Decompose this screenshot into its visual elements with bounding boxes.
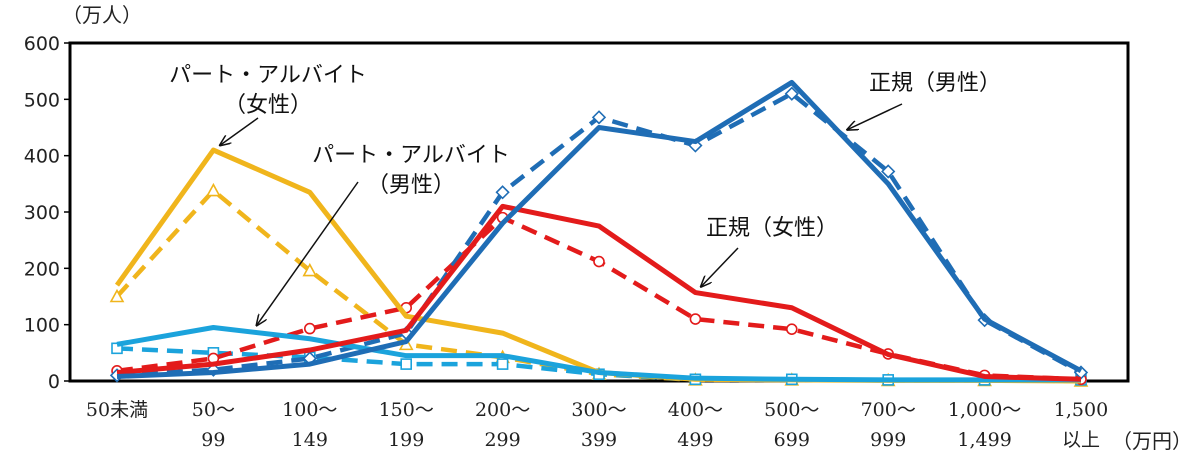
series-lines <box>109 79 1089 387</box>
annotation-text: パート・アルバイト <box>312 143 510 168</box>
y-tick-label: 0 <box>48 371 60 393</box>
series-point-diamond <box>784 86 799 101</box>
series-line <box>116 203 1082 382</box>
x-tick-label: 300～ <box>571 399 626 421</box>
x-tick-label: 50～ <box>192 399 235 421</box>
annotation-reg_f: 正規（女性） <box>701 216 838 287</box>
x-tick-label: 100～ <box>282 399 337 421</box>
x-axis-unit-label: （万円） <box>1112 429 1192 453</box>
x-tick-label-line2: 1,499 <box>957 429 1011 451</box>
x-tick-label-line2: 399 <box>581 429 617 451</box>
annotation-text: 正規（女性） <box>706 216 838 241</box>
x-tick-label-line2: 以上 <box>1062 429 1100 451</box>
series-point-circle <box>689 313 702 325</box>
x-tick-label: 700～ <box>861 399 916 421</box>
series-point-triangle <box>302 262 318 277</box>
annotation-pa_m: パート・アルバイト （男性） <box>257 143 510 325</box>
annotation-arrow <box>220 117 259 145</box>
x-tick-label: 150～ <box>379 399 434 421</box>
annotation-reg_m: 正規（男性） <box>847 71 1001 130</box>
x-tick-label: 400～ <box>668 399 723 421</box>
x-tick-label-line2: 299 <box>484 429 520 451</box>
series-6 <box>116 79 1083 379</box>
y-tick-label: 100 <box>24 315 60 337</box>
y-tick-label: 200 <box>24 258 60 280</box>
x-tick-label: 1,000～ <box>948 399 1021 421</box>
x-tick-label: 50未満 <box>86 399 148 421</box>
series-point-square <box>400 358 413 370</box>
x-axis-ticks: 50未満 50～ 99 100～ 149 150～ 199 200～ 299 300～ 399 400… <box>86 399 1108 451</box>
x-tick-label-line2: 499 <box>677 429 713 451</box>
series-point-triangle <box>109 288 125 303</box>
x-tick-label-line2: 699 <box>774 429 810 451</box>
x-tick-label-line2: 99 <box>201 429 225 451</box>
series-point-circle <box>593 255 605 268</box>
annotations: パート・アルバイト（女性）パート・アルバイト（男性）正規（女性）正規（男性） <box>169 63 1001 325</box>
series-7 <box>109 86 1089 383</box>
x-tick-label-line2: 999 <box>870 429 906 451</box>
y-axis-unit-label: （万人） <box>62 3 142 27</box>
annotation-text: （女性） <box>224 93 312 118</box>
x-tick-label-line2: 199 <box>388 429 424 451</box>
series-point-circle <box>303 322 316 335</box>
series-point-circle <box>785 323 798 335</box>
series-line <box>116 324 1081 383</box>
series-4 <box>116 203 1082 382</box>
annotation-arrow <box>701 247 739 287</box>
annotation-arrow <box>847 103 903 130</box>
series-point-diamond <box>881 164 896 179</box>
series-line <box>116 79 1083 379</box>
series-point-diamond <box>591 110 607 125</box>
series-point-triangle <box>206 182 221 197</box>
y-tick-label: 500 <box>24 89 60 111</box>
y-tick-label: 300 <box>24 202 60 224</box>
series-point-diamond <box>495 185 510 200</box>
x-tick-label: 500～ <box>764 399 819 421</box>
y-tick-label: 600 <box>24 33 60 55</box>
x-tick-label-line2: 149 <box>292 429 328 451</box>
annotation-text: パート・アルバイト <box>169 63 367 88</box>
annotation-text: （男性） <box>367 173 455 198</box>
x-tick-label: 200～ <box>475 399 530 421</box>
annotation-pa_f: パート・アルバイト （女性） <box>169 63 367 145</box>
y-tick-label: 400 <box>24 146 60 168</box>
annotation-text: 正規（男性） <box>869 71 1001 96</box>
y-axis-ticks: 0 100 200 300 400 500 600 <box>24 33 70 393</box>
series-point-square <box>496 358 509 370</box>
x-tick-label: 1,500 <box>1054 399 1108 421</box>
series-line <box>115 188 1082 384</box>
series-2 <box>116 324 1081 383</box>
annotation-arrow <box>257 181 359 325</box>
